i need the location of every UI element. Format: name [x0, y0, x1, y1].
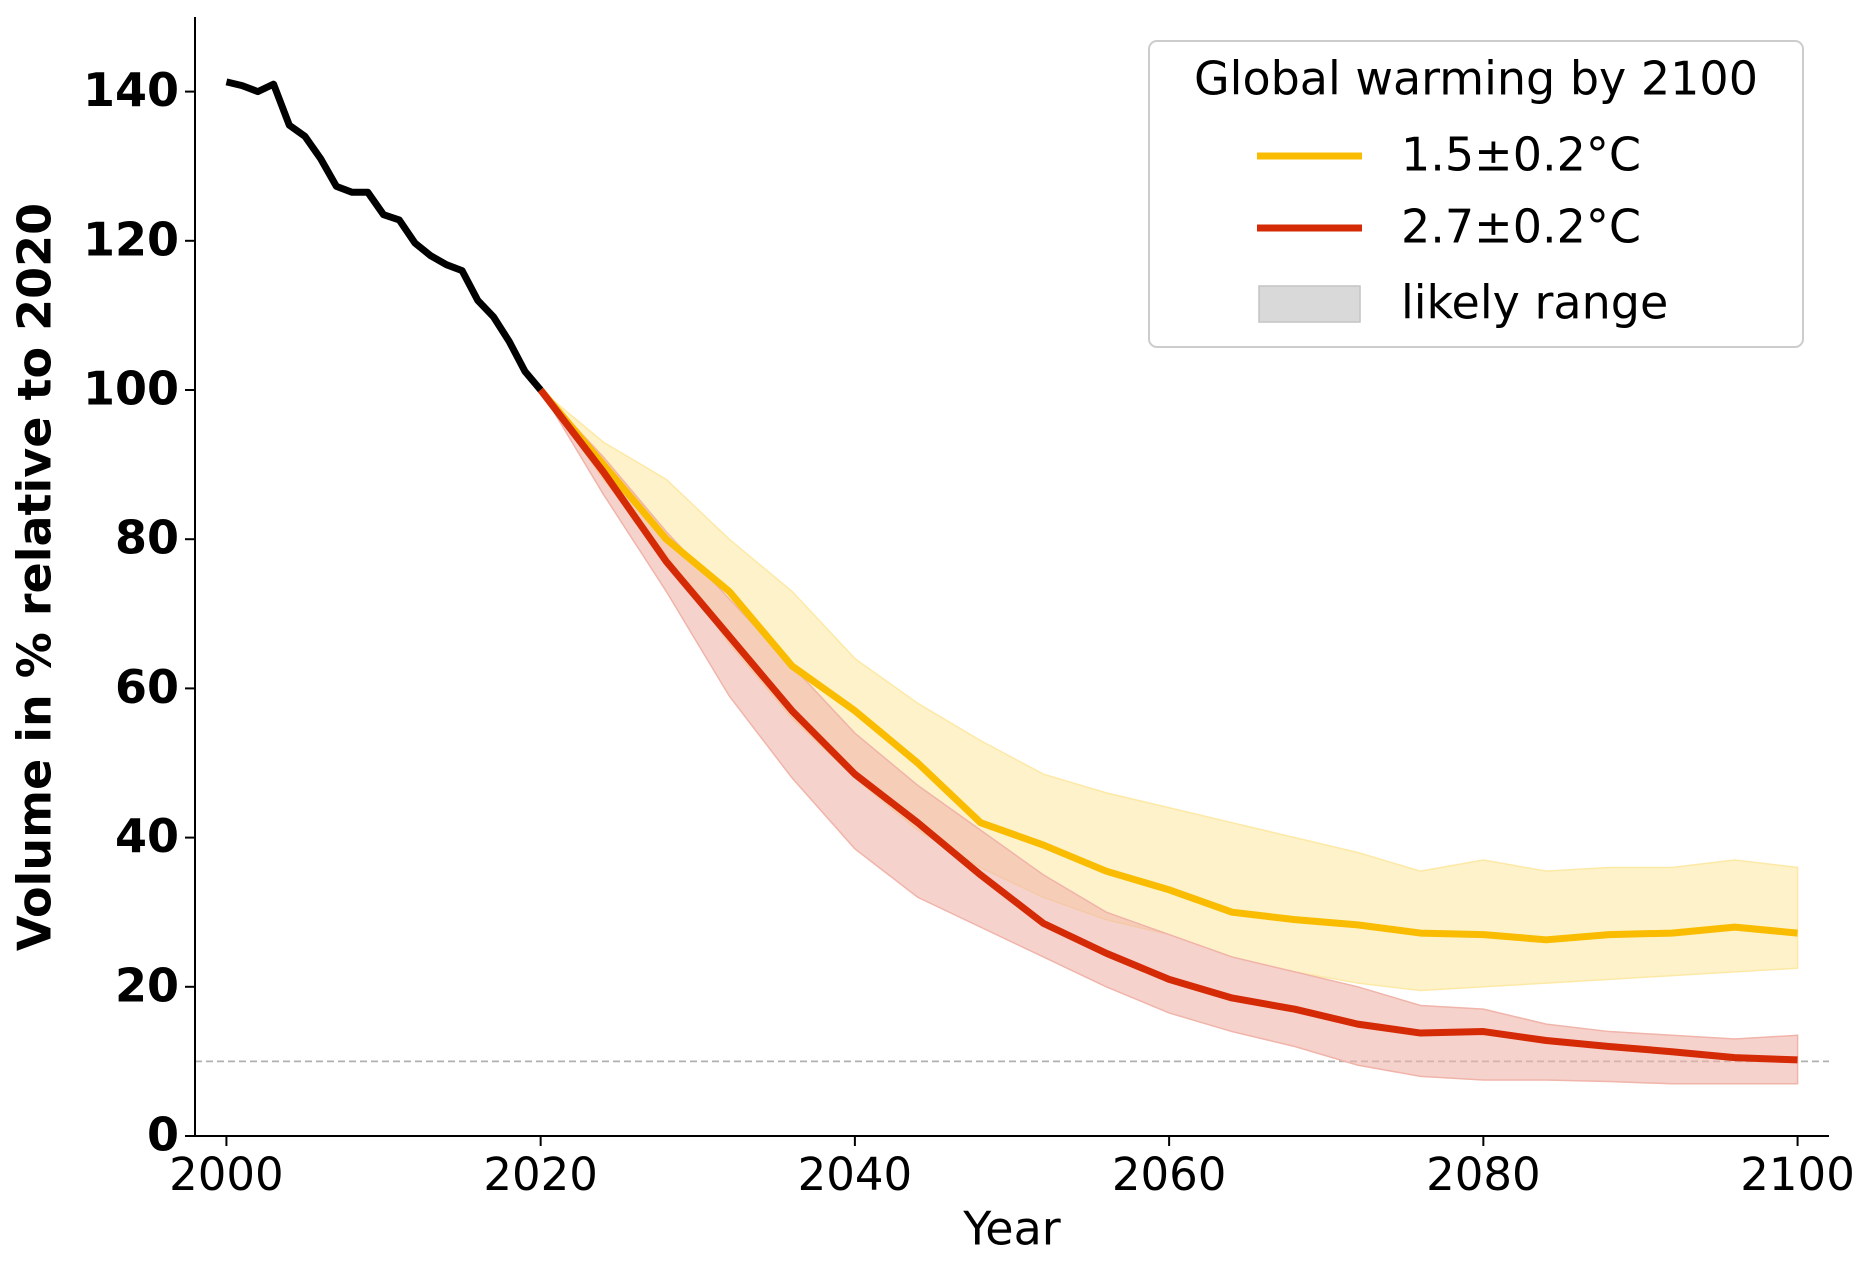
- series-line: [537, 387, 1798, 1064]
- x-tick-label: 2080: [1426, 1148, 1541, 1201]
- x-tick-label: 2020: [483, 1148, 598, 1201]
- y-tick-label: 100: [83, 362, 179, 416]
- y-tick-label: 80: [115, 511, 179, 565]
- legend-swatch: [1258, 285, 1361, 323]
- x-axis-label: Year: [962, 1202, 1060, 1256]
- y-tick-label: 40: [115, 809, 179, 863]
- legend-box: [1148, 40, 1804, 348]
- legend-label: 2.7±0.2°C: [1401, 200, 1641, 254]
- series-line: [537, 387, 1798, 944]
- x-tick-label: 2000: [169, 1148, 284, 1201]
- y-tick-label: 60: [115, 660, 179, 714]
- legend-title: Global warming by 2100: [1194, 52, 1758, 106]
- x-tick-label: 2040: [798, 1148, 913, 1201]
- legend-label: likely range: [1401, 276, 1668, 330]
- y-tick-label: 140: [83, 63, 179, 117]
- y-axis-label: Volume in % relative to 2020: [8, 203, 62, 951]
- legend-label: 1.5±0.2°C: [1401, 128, 1641, 182]
- y-tick-label: 120: [83, 212, 179, 266]
- x-tick-label: 2060: [1112, 1148, 1227, 1201]
- x-tick-label: 2100: [1740, 1148, 1855, 1201]
- historical-line: [225, 78, 544, 393]
- y-tick-label: 20: [115, 958, 179, 1012]
- y-tick-label: 0: [147, 1108, 179, 1162]
